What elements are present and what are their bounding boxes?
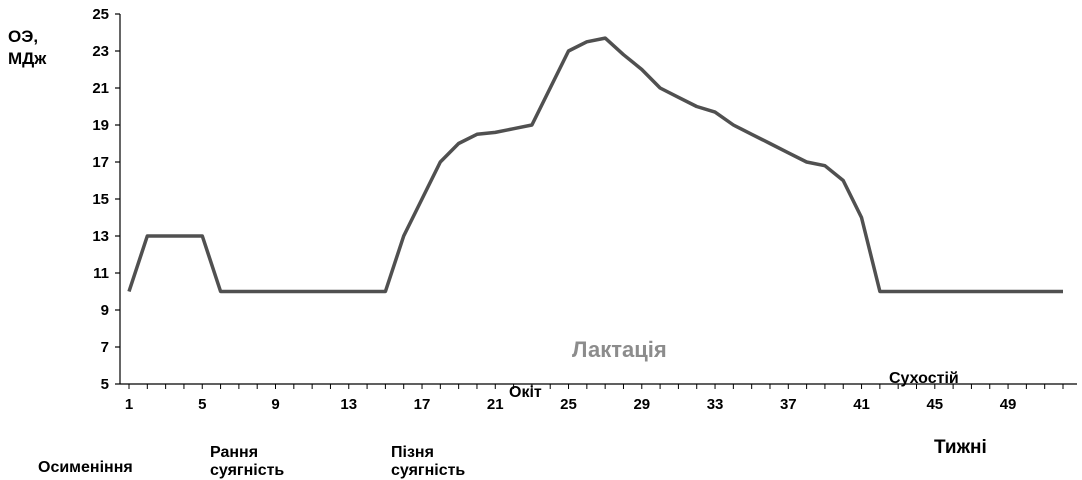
x-tick-label: 29 [633, 396, 650, 413]
annotation-okit: Окіт [509, 384, 542, 401]
y-tick-label: 25 [92, 6, 109, 23]
y-axis-label-line-1: ОЭ, [8, 27, 38, 46]
phase-label-late-line-1: Пізня [391, 444, 434, 461]
x-tick-label: 17 [414, 396, 431, 413]
phase-label-osim: Осименіння [38, 459, 133, 476]
phase-label-early-line-1: Рання [210, 444, 258, 461]
y-tick-label: 23 [92, 43, 109, 60]
y-axis-ticks: 5 7 9 11 13 15 17 19 21 23 25 [92, 6, 120, 393]
x-tick-label: 33 [707, 396, 724, 413]
y-tick-label: 21 [92, 80, 109, 97]
x-tick-label: 41 [853, 396, 870, 413]
x-tick-label: 13 [340, 396, 357, 413]
series-line [127, 36, 1063, 294]
y-tick-label: 13 [92, 228, 109, 245]
x-tick-label: 45 [926, 396, 943, 413]
phase-label-early-line-2: суягність [210, 462, 284, 479]
x-axis-ticks: 1 5 9 13 17 21 25 29 33 37 41 45 49 [125, 384, 1064, 413]
x-tick-label: 25 [560, 396, 577, 413]
x-tick-label: 1 [125, 396, 133, 413]
y-tick-label: 7 [101, 339, 109, 356]
annotation-lactation: Лактація [572, 337, 667, 362]
y-axis-label-line-2: МДж [8, 49, 47, 68]
x-tick-label: 5 [198, 396, 206, 413]
x-axis-label: Тижні [934, 437, 987, 458]
x-tick-label: 37 [780, 396, 797, 413]
x-tick-label: 49 [1000, 396, 1017, 413]
y-tick-label: 19 [92, 117, 109, 134]
y-tick-label: 11 [93, 265, 109, 282]
x-tick-label: 9 [271, 396, 279, 413]
x-tick-label: 21 [487, 396, 504, 413]
annotation-dry: Сухостій [889, 370, 959, 387]
y-tick-label: 9 [101, 302, 109, 319]
y-tick-label: 17 [92, 154, 109, 171]
y-tick-label: 5 [101, 376, 109, 393]
y-tick-label: 15 [92, 191, 109, 208]
phase-label-late-line-2: суягність [391, 462, 465, 479]
